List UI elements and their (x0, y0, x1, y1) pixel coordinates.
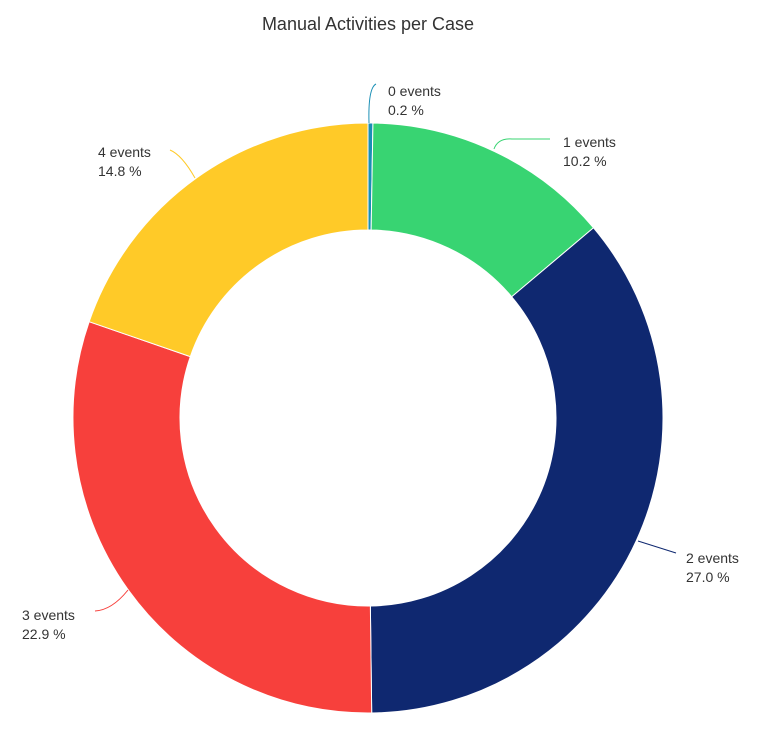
slice-value-label: 0.2 % (388, 102, 424, 118)
slice-label: 1 events (563, 134, 616, 150)
slice-label: 0 events (388, 83, 441, 99)
slice-2-events[interactable] (369, 227, 664, 714)
leader-lines (94, 83, 677, 612)
slice-labels: 0 events 0.2 % 1 events 10.2 % 2 events 27.0 … (22, 83, 739, 642)
slice-4-events[interactable] (88, 122, 369, 358)
leader-line (493, 138, 550, 150)
slice-label: 4 events (98, 144, 151, 160)
chart-title: Manual Activities per Case (261, 14, 475, 34)
slice-label: 3 events (22, 607, 75, 623)
donut-slices (72, 122, 664, 714)
leader-line (94, 589, 129, 612)
leader-line (368, 83, 377, 124)
leader-line (169, 149, 196, 179)
slice-3-events[interactable] (72, 321, 373, 714)
slice-label: 2 events (686, 550, 739, 566)
slice-value-label: 14.8 % (98, 163, 142, 179)
slice-value-label: 22.9 % (22, 626, 66, 642)
slice-value-label: 27.0 % (686, 569, 730, 585)
slice-value-label: 10.2 % (563, 153, 607, 169)
leader-line (637, 540, 677, 554)
